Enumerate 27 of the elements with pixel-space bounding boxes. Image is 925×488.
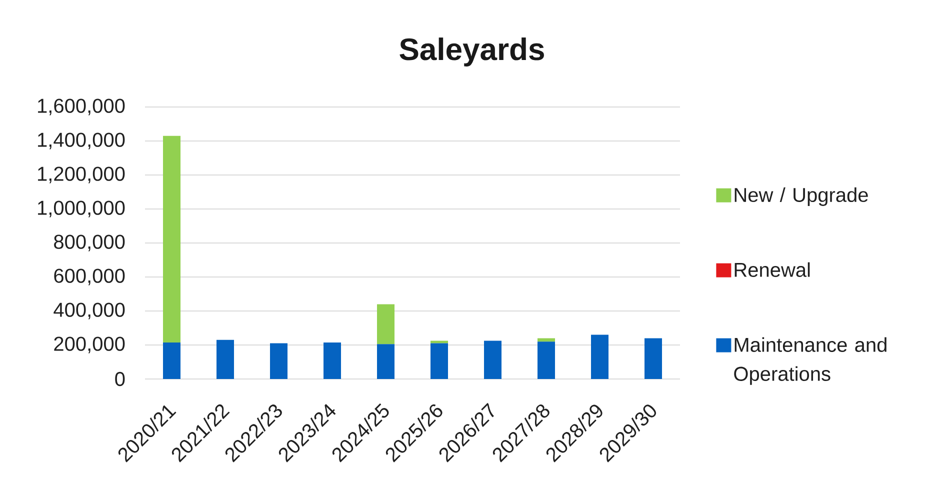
legend-label: Renewal xyxy=(734,262,810,278)
y-tick-label: 0 xyxy=(115,372,125,386)
bar xyxy=(163,136,180,342)
chart-title: Saleyards xyxy=(400,38,544,66)
bar xyxy=(377,344,395,379)
bar xyxy=(163,342,180,379)
y-tick-label: 1,400,000 xyxy=(38,132,125,150)
y-tick-label: 1,200,000 xyxy=(38,166,125,184)
legend-label: Maintenance and Operations xyxy=(734,337,886,385)
y-tick-label: 1,600,000 xyxy=(38,98,125,116)
bar xyxy=(430,343,448,379)
bar xyxy=(644,338,662,379)
legend-label: New / Upgrade xyxy=(734,187,868,206)
bar xyxy=(324,342,342,379)
bar xyxy=(430,340,448,344)
bar xyxy=(591,334,609,379)
bar xyxy=(484,340,502,379)
y-tick-label: 1,000,000 xyxy=(38,200,125,218)
bar xyxy=(538,342,556,379)
y-tick-label: 600,000 xyxy=(54,268,125,286)
bar xyxy=(216,340,234,379)
y-tick-label: 800,000 xyxy=(54,234,125,252)
y-tick-label: 400,000 xyxy=(54,302,125,320)
bar xyxy=(377,304,395,344)
bar xyxy=(538,338,556,342)
bar xyxy=(270,343,288,379)
y-tick-label: 200,000 xyxy=(54,336,125,354)
